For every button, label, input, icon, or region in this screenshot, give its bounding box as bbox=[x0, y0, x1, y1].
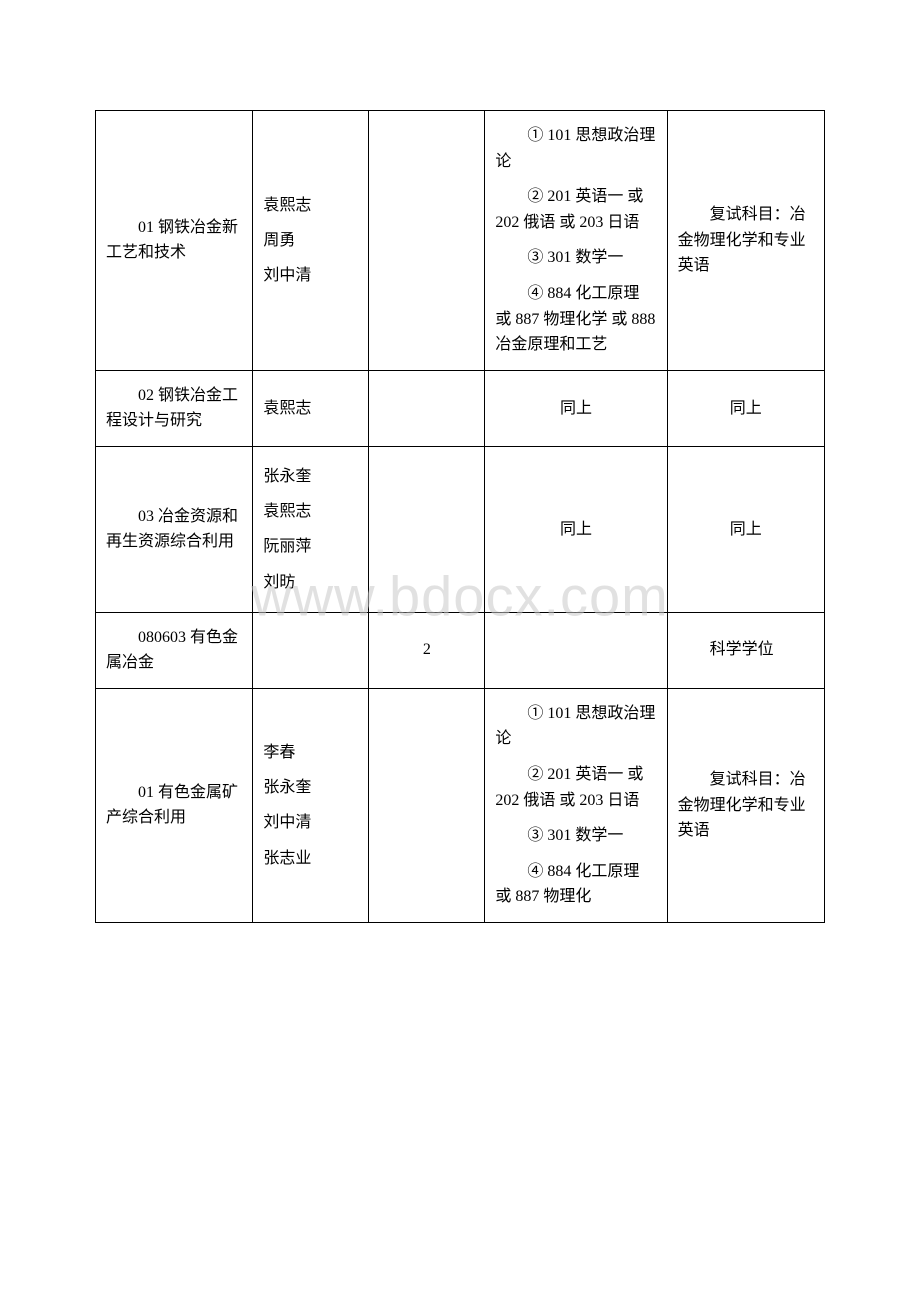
advisor-name: 周勇 bbox=[263, 223, 358, 258]
advisors-cell: 袁熙志 bbox=[253, 370, 369, 446]
quota-cell bbox=[369, 111, 485, 371]
exams-cell: ① 101 思想政治理论 ② 201 英语一 或 202 俄语 或 203 日语… bbox=[485, 111, 667, 371]
exam-item: ② 201 英语一 或 202 俄语 或 203 日语 bbox=[495, 762, 656, 813]
program-table: 01 钢铁冶金新工艺和技术 袁熙志 周勇 刘中清 ① 101 思想政治理论 ② … bbox=[95, 110, 825, 923]
advisor-name: 袁熙志 bbox=[263, 391, 358, 426]
exam-item: ② 201 英语一 或 202 俄语 或 203 日语 bbox=[495, 184, 656, 235]
table-row: 01 钢铁冶金新工艺和技术 袁熙志 周勇 刘中清 ① 101 思想政治理论 ② … bbox=[96, 111, 825, 371]
table-row: 03 冶金资源和再生资源综合利用 张永奎 袁熙志 阮丽萍 刘昉 同上 同上 bbox=[96, 446, 825, 612]
advisor-name: 刘中清 bbox=[263, 258, 358, 293]
exam-item: ③ 301 数学一 bbox=[495, 823, 656, 849]
advisors-cell: 李春 张永奎 刘中清 张志业 bbox=[253, 688, 369, 922]
advisors-cell bbox=[253, 612, 369, 688]
direction-cell: 080603 有色金属冶金 bbox=[96, 612, 253, 688]
table-row: 080603 有色金属冶金 2 科学学位 bbox=[96, 612, 825, 688]
table-row: 01 有色金属矿产综合利用 李春 张永奎 刘中清 张志业 ① 101 思想政治理… bbox=[96, 688, 825, 922]
advisor-name: 阮丽萍 bbox=[263, 529, 358, 564]
exam-item: ① 101 思想政治理论 bbox=[495, 123, 656, 174]
advisors-cell: 张永奎 袁熙志 阮丽萍 刘昉 bbox=[253, 446, 369, 612]
direction-cell: 03 冶金资源和再生资源综合利用 bbox=[96, 446, 253, 612]
exam-item: ③ 301 数学一 bbox=[495, 245, 656, 271]
exams-cell: 同上 bbox=[485, 370, 667, 446]
exams-cell bbox=[485, 612, 667, 688]
remark-cell: 复试科目：冶金物理化学和专业英语 bbox=[667, 111, 824, 371]
quota-cell: 2 bbox=[369, 612, 485, 688]
exam-item: ④ 884 化工原理 或 887 物理化 bbox=[495, 859, 656, 910]
advisor-name: 袁熙志 bbox=[263, 494, 358, 529]
quota-cell bbox=[369, 688, 485, 922]
advisor-name: 刘昉 bbox=[263, 565, 358, 600]
advisor-name: 张永奎 bbox=[263, 770, 358, 805]
quota-cell bbox=[369, 446, 485, 612]
exam-item: ④ 884 化工原理 或 887 物理化学 或 888 冶金原理和工艺 bbox=[495, 281, 656, 358]
exams-cell: 同上 bbox=[485, 446, 667, 612]
advisor-name: 张志业 bbox=[263, 841, 358, 876]
advisor-name: 张永奎 bbox=[263, 459, 358, 494]
advisor-name: 李春 bbox=[263, 735, 358, 770]
advisor-name: 刘中清 bbox=[263, 805, 358, 840]
remark-cell: 科学学位 bbox=[667, 612, 824, 688]
advisor-name: 袁熙志 bbox=[263, 188, 358, 223]
remark-cell: 同上 bbox=[667, 370, 824, 446]
remark-cell: 同上 bbox=[667, 446, 824, 612]
quota-cell bbox=[369, 370, 485, 446]
direction-cell: 01 有色金属矿产综合利用 bbox=[96, 688, 253, 922]
advisors-cell: 袁熙志 周勇 刘中清 bbox=[253, 111, 369, 371]
exams-cell: ① 101 思想政治理论 ② 201 英语一 或 202 俄语 或 203 日语… bbox=[485, 688, 667, 922]
exam-item: ① 101 思想政治理论 bbox=[495, 701, 656, 752]
direction-cell: 01 钢铁冶金新工艺和技术 bbox=[96, 111, 253, 371]
remark-cell: 复试科目：冶金物理化学和专业英语 bbox=[667, 688, 824, 922]
direction-cell: 02 钢铁冶金工程设计与研究 bbox=[96, 370, 253, 446]
table-row: 02 钢铁冶金工程设计与研究 袁熙志 同上 同上 bbox=[96, 370, 825, 446]
